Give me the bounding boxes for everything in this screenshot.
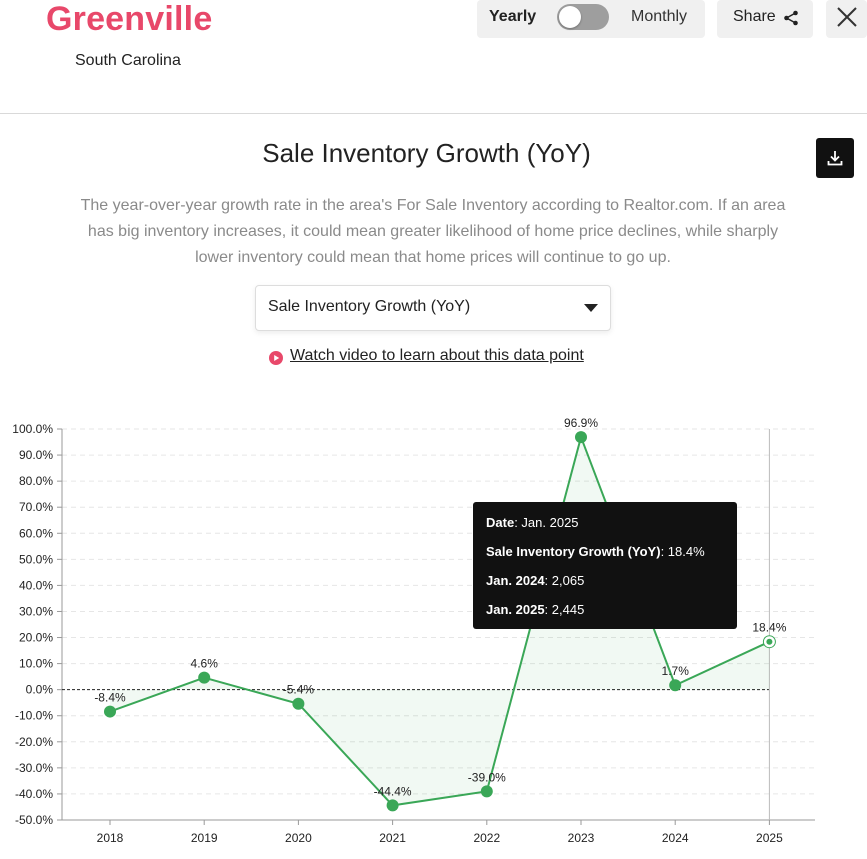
data-point: [386, 799, 399, 812]
y-tick-label: -30.0%: [15, 761, 53, 775]
toggle-monthly-label[interactable]: Monthly: [631, 8, 688, 25]
y-tick-label: 90.0%: [19, 448, 53, 462]
metric-select-value: Sale Inventory Growth (YoY): [268, 298, 471, 315]
data-label: -44.4%: [374, 784, 412, 798]
tooltip-value: 2,445: [551, 602, 585, 617]
chart-title: Sale Inventory Growth (YoY): [262, 138, 591, 168]
y-tick-label: 10.0%: [19, 657, 53, 671]
data-point: [766, 638, 773, 645]
period-toggle: Yearly Monthly: [477, 0, 705, 38]
tooltip-row-prev: Jan. 2024: 2,065: [486, 573, 585, 588]
data-label: 4.6%: [191, 657, 219, 671]
toggle-knob: [559, 6, 581, 28]
x-tick-label: 2019: [191, 831, 218, 845]
y-tick-label: 70.0%: [19, 500, 53, 514]
x-tick-label: 2023: [568, 831, 595, 845]
share-button[interactable]: Share: [717, 0, 813, 38]
download-icon: [827, 151, 843, 166]
y-tick-label: 100.0%: [12, 422, 53, 436]
share-label: Share: [733, 8, 776, 25]
data-label: -5.4%: [283, 683, 315, 697]
tooltip-row-growth: Sale Inventory Growth (YoY): 18.4%: [486, 544, 705, 559]
data-label: -39.0%: [468, 770, 506, 784]
y-tick-label: -20.0%: [15, 735, 53, 749]
y-tick-label: -50.0%: [15, 813, 53, 827]
play-icon: [269, 351, 283, 365]
watch-video-text: Watch video to learn about this data poi…: [290, 347, 584, 364]
y-tick-label: 20.0%: [19, 631, 53, 645]
close-icon: [837, 7, 857, 27]
x-tick-label: 2025: [756, 831, 783, 845]
y-tick-label: 40.0%: [19, 578, 53, 592]
metric-select[interactable]: Sale Inventory Growth (YoY): [255, 285, 611, 331]
x-tick-label: 2018: [97, 831, 124, 845]
data-label: 96.9%: [564, 416, 598, 430]
x-tick-label: 2022: [473, 831, 500, 845]
data-point: [292, 697, 305, 710]
tooltip-value: 2,065: [551, 573, 585, 588]
y-tick-label: 60.0%: [19, 526, 53, 540]
data-point: [669, 679, 682, 692]
download-button[interactable]: [816, 138, 854, 178]
data-point: [104, 705, 116, 718]
tooltip-row-curr: Jan. 2025: 2,445: [486, 602, 585, 617]
x-tick-label: 2021: [379, 831, 406, 845]
data-label: 18.4%: [752, 621, 786, 635]
data-point: [575, 431, 587, 444]
y-tick-label: 50.0%: [19, 552, 53, 566]
tooltip-label: Sale Inventory Growth (YoY): [486, 544, 661, 559]
data-point: [480, 785, 493, 798]
close-button[interactable]: [826, 0, 867, 38]
y-tick-label: -40.0%: [15, 787, 53, 801]
chevron-down-icon: [584, 304, 598, 312]
tooltip-label: Jan. 2024: [486, 573, 545, 588]
city-name: Greenville: [46, 0, 213, 38]
tooltip-value: Jan. 2025: [521, 515, 579, 530]
share-icon: [784, 10, 798, 26]
chart-tooltip: Date: Jan. 2025 Sale Inventory Growth (Y…: [473, 502, 737, 629]
line-chart: 100.0% 90.0% 80.0% 70.0% 60.0% 50.0% 40.0% 30.0…: [12, 416, 815, 845]
tooltip-row-date: Date: Jan. 2025: [486, 515, 579, 530]
tooltip-value: 18.4%: [667, 544, 705, 559]
x-tick-label: 2024: [662, 831, 689, 845]
data-label: -8.4%: [94, 691, 126, 705]
y-tick-label: 30.0%: [19, 604, 53, 618]
chart-description: The year-over-year growth rate in the ar…: [80, 197, 786, 266]
tooltip-label: Jan. 2025: [486, 602, 545, 617]
header-bar: Greenville South Carolina Yearly Monthly…: [0, 0, 867, 114]
y-tick-label: -10.0%: [15, 709, 53, 723]
y-tick-label: 0.0%: [26, 683, 54, 697]
state-name: South Carolina: [75, 52, 181, 69]
x-tick-label: 2020: [285, 831, 312, 845]
period-toggle-switch[interactable]: [557, 4, 609, 30]
data-point: [198, 671, 211, 684]
tooltip-label: Date: [486, 515, 515, 530]
toggle-yearly-label[interactable]: Yearly: [489, 8, 537, 25]
series-line: [109, 433, 770, 807]
data-label: 1.7%: [662, 664, 690, 678]
y-tick-label: 80.0%: [19, 474, 53, 488]
